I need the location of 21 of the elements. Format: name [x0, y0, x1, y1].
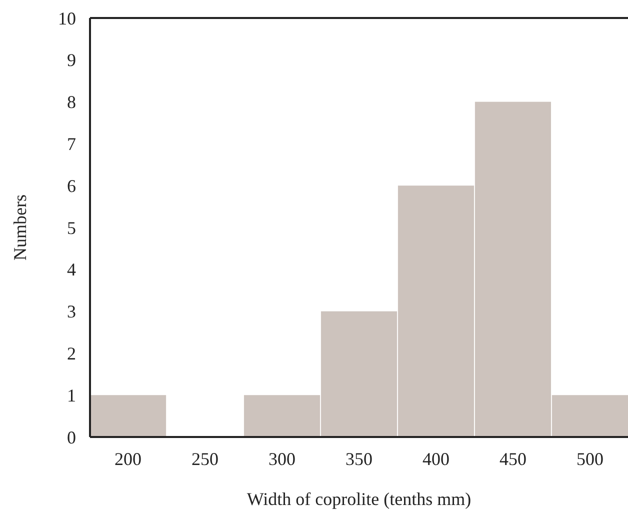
x-tick-label: 400 [422, 449, 450, 469]
bar [90, 395, 166, 437]
x-tick-label: 350 [346, 449, 372, 469]
y-tick-label: 6 [67, 176, 76, 196]
x-tick-label: 500 [576, 449, 604, 469]
y-tick-label: 7 [67, 134, 76, 154]
y-tick-label: 1 [67, 385, 76, 406]
x-tick-label: 300 [268, 449, 296, 469]
y-tick-label: 4 [67, 260, 76, 280]
x-tick-label: 200 [114, 449, 142, 469]
y-tick-label: 3 [67, 302, 76, 322]
y-tick-label: 2 [67, 344, 76, 364]
y-tick-label: 9 [67, 50, 76, 70]
x-tick-label: 250 [192, 449, 219, 469]
y-axis-title: Numbers [10, 194, 30, 260]
y-tick-label: 8 [67, 92, 76, 112]
y-tick-label: 5 [67, 218, 76, 238]
y-tick-label: 10 [58, 8, 76, 28]
y-tick-label: 0 [67, 427, 76, 448]
x-tick-label: 450 [499, 449, 526, 469]
x-axis-title: Width of coprolite (tenths mm) [246, 489, 472, 509]
